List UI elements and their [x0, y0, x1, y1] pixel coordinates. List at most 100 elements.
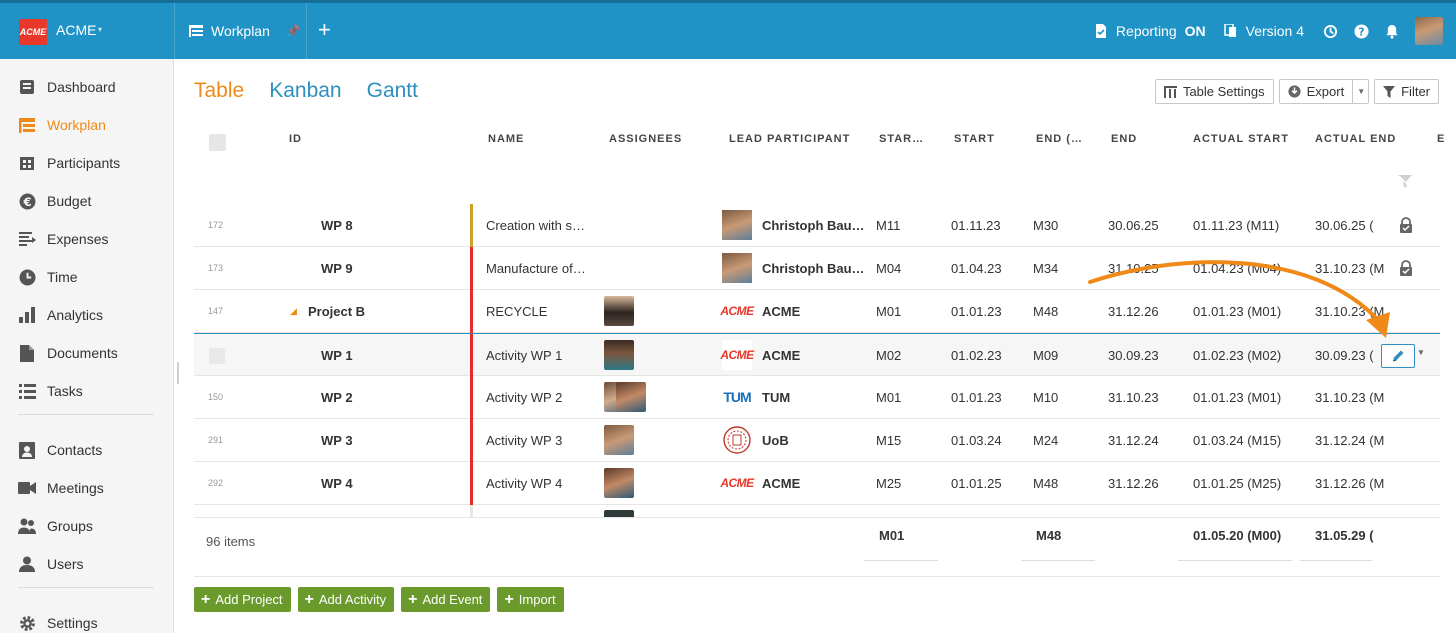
- lead-participant-name: ACME: [762, 475, 801, 491]
- lock-icon[interactable]: [1398, 260, 1414, 276]
- sidebar-item-settings[interactable]: Settings: [0, 604, 174, 642]
- sidebar-item-meetings[interactable]: Meetings: [0, 469, 174, 507]
- table-row[interactable]: [194, 505, 1440, 517]
- column-header-actual-end[interactable]: ACTUAL END: [1315, 133, 1397, 145]
- column-header-id[interactable]: ID: [289, 133, 302, 145]
- column-header-assignees[interactable]: ASSIGNEES: [609, 133, 683, 145]
- clear-filter-icon[interactable]: [1398, 175, 1412, 189]
- row-name[interactable]: Activity WP 4: [486, 475, 563, 491]
- tab-workplan[interactable]: Workplan 📌: [189, 23, 301, 39]
- assignee-avatar[interactable]: [616, 382, 646, 412]
- assignee-avatar[interactable]: [604, 510, 634, 517]
- sidebar-resize-handle[interactable]: [177, 362, 179, 384]
- sidebar-item-budget[interactable]: € Budget: [0, 182, 174, 220]
- document-icon: [18, 344, 36, 362]
- row-name[interactable]: Creation with s…: [486, 217, 585, 233]
- table-row[interactable]: WP 1 Activity WP 1 ACME ACME M02 01.02.2…: [194, 333, 1440, 377]
- column-header-name[interactable]: NAME: [488, 133, 525, 145]
- sidebar-item-contacts[interactable]: Contacts: [0, 431, 174, 469]
- tab-gantt[interactable]: Gantt: [366, 79, 418, 102]
- collapse-caret-icon[interactable]: ◢: [290, 305, 297, 316]
- row-id[interactable]: WP 3: [321, 432, 353, 448]
- reporting-toggle[interactable]: Reporting ON: [1094, 23, 1206, 39]
- sidebar-item-dashboard[interactable]: Dashboard: [0, 68, 174, 106]
- lock-icon[interactable]: [1398, 217, 1414, 233]
- add-project-button[interactable]: + Add Project: [194, 587, 291, 612]
- column-header-end[interactable]: END: [1111, 133, 1138, 145]
- sidebar-item-workplan[interactable]: Workplan: [0, 106, 174, 144]
- table-footer: 96 items M01 M48 01.05.20 (M00) 31.05.29…: [194, 517, 1440, 577]
- bell-icon[interactable]: [1384, 23, 1400, 39]
- acme-logo[interactable]: ACME: [19, 19, 47, 45]
- select-all-checkbox[interactable]: [209, 134, 226, 151]
- table-row[interactable]: 173 WP 9 Manufacture of… Christoph Bau… …: [194, 247, 1440, 290]
- sidebar-item-documents[interactable]: Documents: [0, 334, 174, 372]
- column-header-extra[interactable]: E: [1437, 133, 1446, 145]
- row-id[interactable]: WP 2: [321, 389, 353, 405]
- version-selector[interactable]: Version 4: [1223, 23, 1304, 39]
- row-name[interactable]: Activity WP 2: [486, 389, 563, 405]
- table-row[interactable]: 292 WP 4 Activity WP 4 ACME ACME M25 01.…: [194, 462, 1440, 505]
- sidebar-item-analytics[interactable]: Analytics: [0, 296, 174, 334]
- filter-button[interactable]: Filter: [1374, 79, 1439, 104]
- add-event-label: Add Event: [422, 592, 483, 607]
- row-checkbox[interactable]: [209, 348, 225, 364]
- row-actions-dropdown-icon[interactable]: ▼: [1417, 348, 1425, 357]
- column-header-actual-start[interactable]: ACTUAL START: [1193, 133, 1289, 145]
- row-name[interactable]: RECYCLE: [486, 303, 548, 319]
- row-end: 31.12.24: [1108, 432, 1159, 448]
- row-name[interactable]: Activity WP 1: [486, 347, 563, 363]
- tab-table[interactable]: Table: [194, 79, 245, 102]
- add-event-button[interactable]: + Add Event: [401, 587, 491, 612]
- assignee-avatar[interactable]: [604, 468, 634, 498]
- user-avatar[interactable]: [1415, 17, 1443, 45]
- assignee-avatar[interactable]: [604, 425, 634, 455]
- table-row[interactable]: 291 WP 3 Activity WP 3 UoB M15 01.03.24 …: [194, 419, 1440, 462]
- help-icon[interactable]: ?: [1353, 23, 1369, 39]
- row-actual-end: 31.12.24 (M: [1315, 432, 1385, 448]
- column-header-start[interactable]: START: [954, 133, 995, 145]
- sidebar-item-groups[interactable]: Groups: [0, 507, 174, 545]
- row-id[interactable]: Project B: [308, 303, 366, 319]
- row-id[interactable]: WP 8: [321, 217, 353, 233]
- column-header-lead-participant[interactable]: LEAD PARTICIPANT: [729, 133, 851, 145]
- lead-participant-avatar: [722, 210, 752, 240]
- divider: [1021, 560, 1095, 561]
- add-activity-button[interactable]: + Add Activity: [297, 587, 395, 612]
- row-start: 01.02.23: [951, 347, 1002, 363]
- assignee-avatar[interactable]: [604, 296, 634, 326]
- row-name[interactable]: Activity WP 3: [486, 432, 563, 448]
- row-id[interactable]: WP 9: [321, 260, 353, 276]
- app-switcher-caret-icon[interactable]: ▾: [98, 25, 103, 34]
- column-header-end-month[interactable]: END (…: [1036, 133, 1083, 145]
- row-start-month: M11: [876, 217, 901, 233]
- row-name[interactable]: Manufacture of…: [486, 260, 586, 276]
- row-id[interactable]: WP 4: [321, 475, 353, 491]
- table-row[interactable]: 172 WP 8 Creation with s… Christoph Bau……: [194, 204, 1440, 247]
- export-button[interactable]: Export ▼: [1278, 79, 1370, 104]
- tab-kanban[interactable]: Kanban: [269, 79, 342, 102]
- export-dropdown-icon[interactable]: ▼: [1352, 80, 1365, 103]
- table-row[interactable]: 150 WP 2 Activity WP 2 TUM TUM M01 01.01…: [194, 376, 1440, 419]
- sidebar-item-tasks[interactable]: Tasks: [0, 372, 174, 410]
- import-button[interactable]: + Import: [497, 587, 564, 612]
- row-start-month: M01: [876, 303, 902, 319]
- edit-row-button[interactable]: [1381, 344, 1415, 368]
- sidebar-item-expenses[interactable]: Expenses: [0, 220, 174, 258]
- column-header-start-month[interactable]: STAR…: [879, 133, 925, 145]
- sidebar-item-participants[interactable]: Participants: [0, 144, 174, 182]
- history-icon[interactable]: [1322, 23, 1338, 39]
- sidebar-divider: [18, 587, 154, 588]
- row-end: 31.10.25: [1108, 260, 1159, 276]
- row-id[interactable]: WP 1: [321, 347, 353, 363]
- sidebar-item-users[interactable]: Users: [0, 545, 174, 583]
- table-row[interactable]: 147 ◢ Project B RECYCLE ACME ACME M01 01…: [194, 290, 1440, 333]
- table-settings-button[interactable]: Table Settings: [1154, 79, 1274, 104]
- item-count: 96 items: [206, 533, 256, 549]
- app-name[interactable]: ACME: [56, 22, 97, 38]
- row-end-month: M48: [1033, 475, 1059, 491]
- sidebar-item-time[interactable]: Time: [0, 258, 174, 296]
- add-tab-button[interactable]: +: [318, 17, 331, 42]
- assignee-avatar[interactable]: [604, 340, 634, 370]
- pin-icon[interactable]: 📌: [285, 24, 301, 38]
